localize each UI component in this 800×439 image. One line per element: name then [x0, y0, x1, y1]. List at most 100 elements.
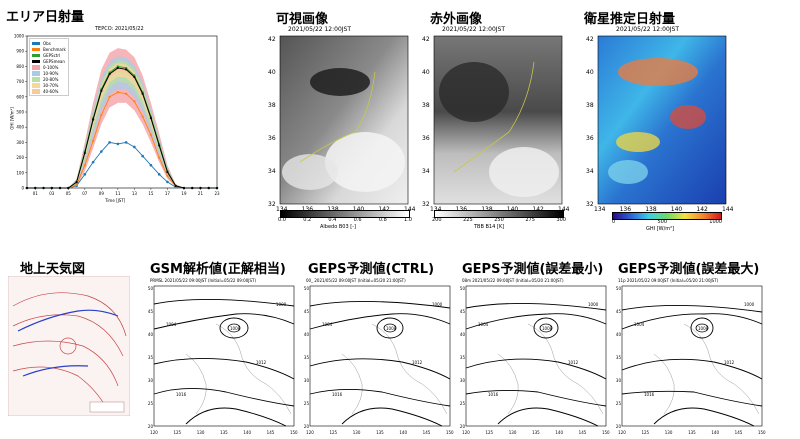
isobar-line	[153, 358, 295, 380]
isobar-line	[309, 301, 451, 309]
point-benchmark	[166, 174, 169, 177]
lat-tick-label: 40	[616, 332, 622, 337]
point-benchmark	[91, 139, 95, 142]
infrared-image-title: 赤外画像	[430, 12, 483, 27]
lon-tick-label: 125	[329, 430, 337, 435]
lat-tick-label: 35	[304, 355, 310, 360]
isobar-label: 1008	[386, 326, 397, 331]
isobar-map: 1008 1004 1012 1016 1000 120 125 130 135 140 145 15…	[148, 285, 298, 435]
lon-tick-label: 136	[301, 206, 314, 213]
x-tick-label: 11	[115, 191, 121, 196]
isobar-label: 1016	[644, 392, 655, 397]
lat-tick-label: 32	[422, 201, 430, 208]
lon-tick-label: 140	[352, 206, 365, 213]
isobar-line	[465, 313, 607, 330]
point-gepsmean	[83, 151, 86, 155]
visible-image	[279, 35, 409, 205]
isobar-low-inner	[539, 323, 553, 333]
lon-tick-label: 125	[641, 430, 649, 435]
isobar-line	[341, 407, 443, 427]
lat-tick-label: 45	[616, 309, 622, 314]
forecast-header: PRMSL 2021/05/22 09:00JST (Initial=05/22…	[150, 278, 256, 283]
point-gepsmean	[100, 89, 103, 92]
isobar-label: 1004	[166, 322, 177, 327]
isobar-line	[497, 407, 599, 427]
lat-tick-label: 20	[616, 424, 622, 429]
infrared-colorbar-label: TBB B14 [K]	[474, 224, 505, 230]
y-tick-label: 0	[21, 186, 24, 191]
lat-tick-label: 36	[268, 135, 276, 142]
legend-entry-band-20-80: 20-80%	[32, 76, 66, 82]
band-10-90	[27, 56, 217, 189]
lat-tick-label: 38	[422, 102, 430, 109]
lat-tick-label: 20	[304, 424, 310, 429]
lat-tick-label: 34	[422, 168, 430, 175]
lon-tick-label: 145	[423, 430, 431, 435]
visible-panel: 2021/05/22 12:00JST 0.0 0.2 0.4 0.6 0.8 1.0 A…	[260, 24, 412, 244]
lon-tick-label: 150	[758, 430, 766, 435]
point-gepsmean	[182, 186, 186, 190]
lat-tick-label: 42	[268, 36, 276, 43]
isobar-low-inner	[695, 323, 709, 333]
point-benchmark	[83, 164, 86, 167]
point-gepsmean	[174, 184, 177, 187]
lat-tick-label: 50	[148, 286, 154, 291]
isobar-label: 1012	[568, 360, 579, 365]
point-benchmark	[75, 183, 78, 187]
point-benchmark	[133, 100, 136, 103]
point-gepsmean	[67, 186, 70, 190]
x-tick-label: 13	[132, 191, 138, 196]
point-obs	[141, 154, 144, 158]
lon-tick-label: 145	[267, 430, 275, 435]
legend-entry-benchmark: Benchmark	[32, 46, 66, 52]
point-gepsmean	[58, 186, 62, 190]
y-tick-label: 900	[16, 49, 24, 54]
coastline	[185, 353, 207, 415]
lon-tick-label: 135	[376, 430, 384, 435]
isobar-label: 1000	[276, 302, 287, 307]
point-obs	[83, 173, 87, 176]
point-gepsmean	[133, 75, 136, 79]
lat-tick-label: 36	[586, 135, 594, 142]
point-gepsctrl	[125, 66, 128, 70]
lon-tick-label: 136	[619, 206, 632, 213]
visible-image-title: 可視画像	[276, 12, 329, 27]
isobar-line	[621, 313, 763, 330]
isobar-low	[219, 317, 249, 339]
isobar-low	[533, 317, 559, 339]
isobar-label: 1016	[332, 392, 343, 397]
chart-legend: Obs Benchmark GEPSctrl GEPSmean 0-100% 1…	[29, 38, 69, 96]
coastline	[527, 323, 604, 415]
ghi-colorbar-label: GHI [W/m²]	[646, 226, 675, 232]
infrared-panel: 2021/05/22 12:00JST 200 225 250 275 300 TBB …	[414, 24, 566, 244]
ghi-panel: 2021/05/22 12:00JST 0 500 1000 GHI [W/m²]	[568, 24, 748, 244]
point-obs	[108, 141, 111, 144]
lat-tick-label: 40	[268, 69, 276, 76]
visible-colorbar-label: Albedo B03 [-]	[320, 224, 356, 230]
lon-tick-label: 120	[462, 430, 470, 435]
y-tick-label: 1000	[14, 34, 25, 39]
chart-title: TEPCO: 2021/05/22	[95, 26, 144, 32]
lon-tick-label: 142	[532, 206, 544, 213]
coastline	[215, 323, 292, 415]
isobar-label: 1004	[322, 322, 333, 327]
lon-tick-label: 135	[220, 430, 228, 435]
infrared-time: 2021/05/22 12:00JST	[442, 26, 506, 33]
chart-xlabel: Time [JST]	[105, 198, 126, 203]
forecast-panel-geps_min: 08m 2021/05/22 09:00JST (Initial=05/20 2…	[458, 278, 610, 436]
lat-tick-label: 32	[586, 201, 594, 208]
point-benchmark	[116, 91, 119, 94]
isobar-low-inner	[383, 323, 397, 333]
isobar-line	[465, 358, 607, 380]
lon-tick-label: 144	[722, 206, 734, 213]
map-frame	[465, 285, 607, 427]
y-tick-label: 500	[16, 110, 24, 115]
lon-tick-label: 140	[243, 430, 251, 435]
x-tick-label: 01	[33, 191, 39, 196]
point-benchmark	[149, 133, 153, 136]
isobar-map: 1008 1004 1012 1016 1000 120 125 130 135 140 145 15…	[304, 285, 454, 435]
lat-tick-label: 30	[304, 378, 310, 383]
point-benchmark	[100, 113, 103, 117]
x-tick-label: 21	[198, 191, 204, 196]
point-benchmark	[125, 92, 128, 95]
